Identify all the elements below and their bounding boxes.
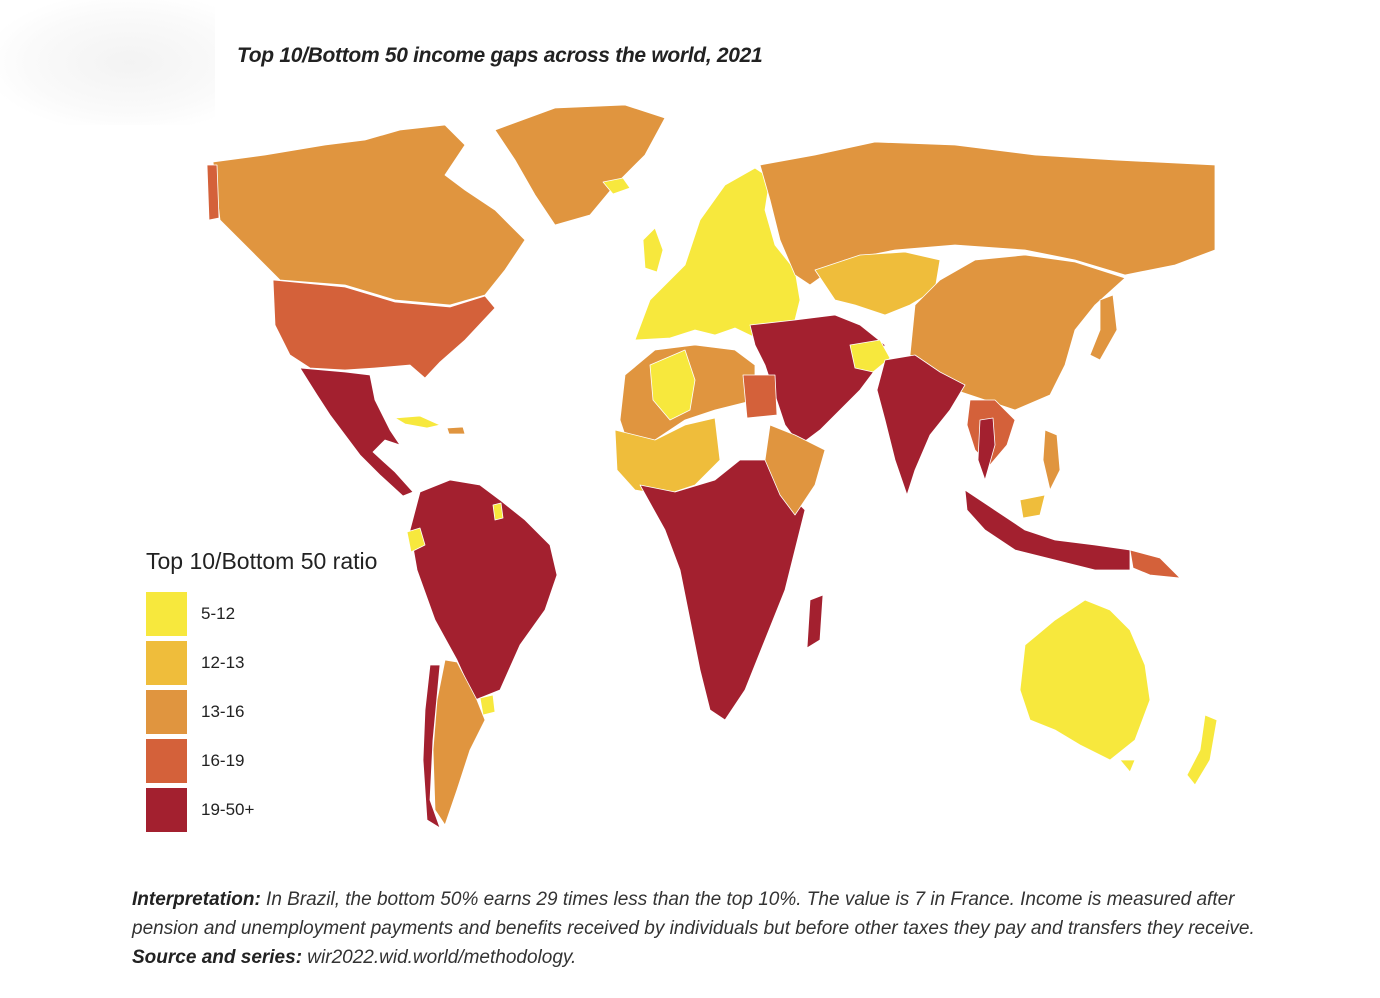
interpretation-text: In Brazil, the bottom 50% earns 29 times…: [132, 889, 1255, 939]
region-chile: [422, 664, 441, 829]
region-algeria: [649, 349, 696, 421]
region-japan: [1089, 294, 1118, 361]
interpretation-note: Interpretation: In Brazil, the bottom 50…: [132, 885, 1262, 972]
legend-label: 16-19: [201, 750, 245, 770]
legend-swatch: [146, 787, 187, 832]
region-horn-of-africa: [764, 424, 826, 516]
legend-swatch: [146, 640, 187, 685]
region-iceland: [602, 177, 631, 195]
legend-item: 5-12: [146, 589, 406, 638]
region-canada: [212, 124, 526, 306]
region-uruguay: [479, 694, 496, 716]
region-india: [876, 354, 966, 496]
region-egypt: [742, 374, 778, 419]
region-greenland: [494, 104, 666, 226]
region-mexico-central-america: [299, 367, 414, 497]
region-madagascar: [806, 594, 824, 649]
region-thailand: [977, 417, 996, 481]
faded-logo-watermark: [0, 0, 215, 125]
world-map: [206, 104, 1218, 829]
region-europe: [634, 167, 801, 341]
region-west-africa: [614, 417, 721, 496]
map-title: Top 10/Bottom 50 income gaps across the …: [237, 44, 763, 67]
region-new-zealand: [1186, 714, 1218, 786]
legend-item: 16-19: [146, 736, 406, 785]
region-indonesia: [964, 489, 1131, 571]
legend-label: 13-16: [201, 701, 245, 721]
interpretation-label: Interpretation:: [132, 889, 261, 910]
region-ecuador: [406, 527, 426, 553]
legend-item: 12-13: [146, 638, 406, 687]
region-afghanistan: [849, 339, 891, 373]
legend-label: 12-13: [201, 652, 245, 672]
legend-label: 19-50+: [201, 799, 255, 819]
legend-item: 13-16: [146, 687, 406, 736]
region-argentina: [432, 659, 486, 826]
region-philippines: [1042, 429, 1061, 491]
legend-swatch: [146, 591, 187, 636]
region-russia: [759, 141, 1216, 286]
region-australia: [1019, 599, 1151, 761]
region-south-america-north: [409, 479, 558, 701]
region-sub-saharan-africa: [639, 459, 806, 721]
source-text: wir2022.wid.world/methodology.: [302, 947, 577, 968]
region-cuba: [394, 415, 441, 429]
region-png: [1129, 549, 1181, 579]
legend-item: 19-50+: [146, 785, 406, 834]
legend-swatch: [146, 738, 187, 783]
legend-swatch: [146, 689, 187, 734]
region-united-states: [272, 279, 496, 379]
legend-label: 5-12: [201, 603, 236, 623]
source-label: Source and series:: [132, 947, 303, 968]
legend-title: Top 10/Bottom 50 ratio: [146, 548, 378, 574]
region-alaska-edge: [206, 164, 220, 221]
region-malaysia-borneo: [1019, 494, 1046, 519]
region-uk: [642, 227, 664, 273]
region-hispaniola: [446, 426, 466, 435]
region-tasmania: [1119, 759, 1136, 773]
region-suriname: [492, 502, 504, 521]
legend: Top 10/Bottom 50 ratio 5-12 12-13 13-16 …: [146, 548, 406, 834]
